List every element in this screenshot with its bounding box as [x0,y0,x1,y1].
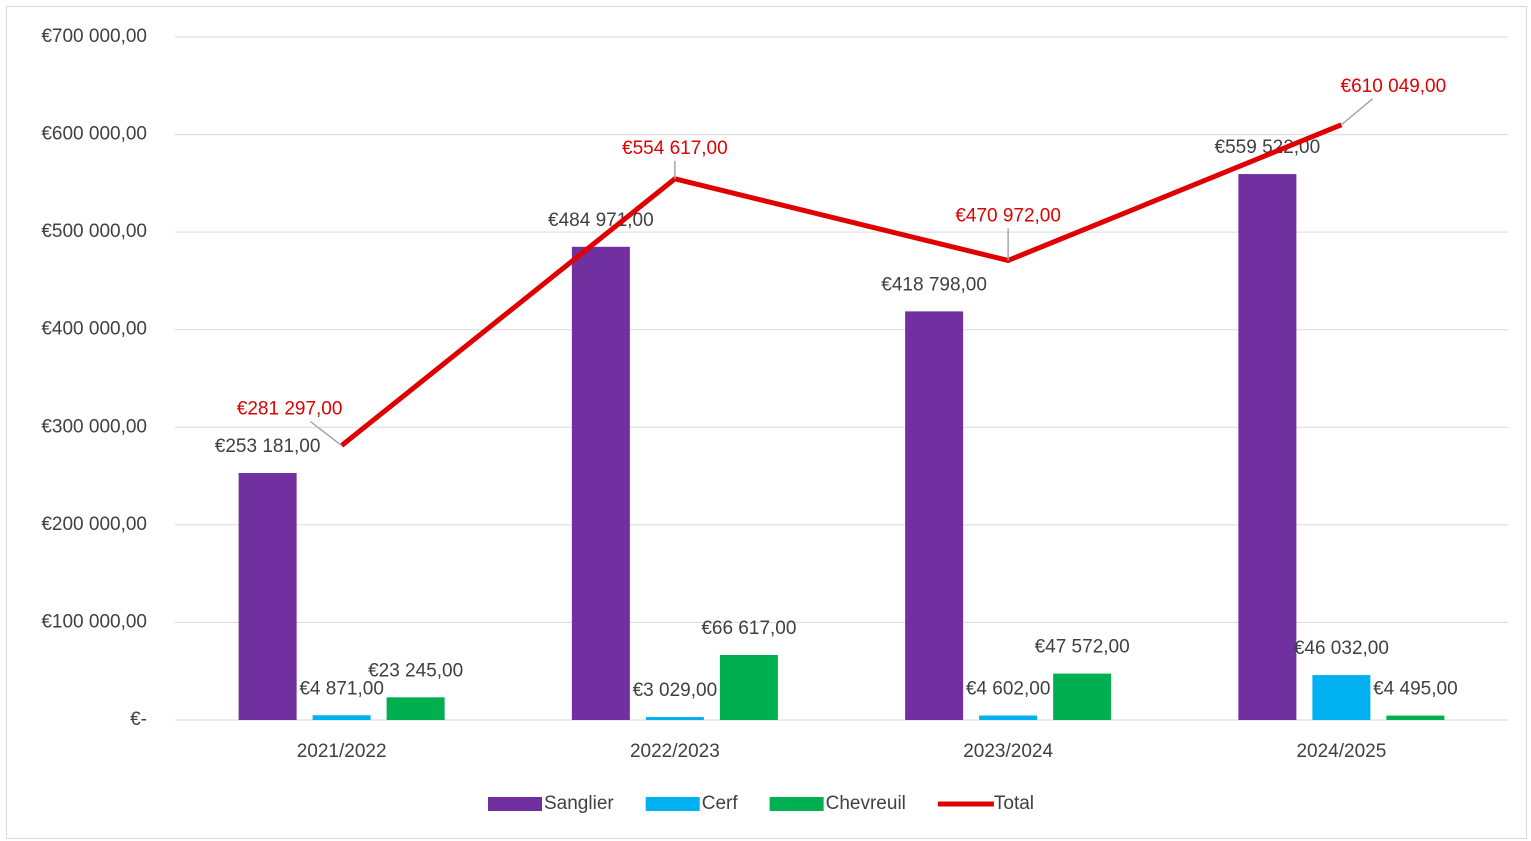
data-label: €23 245,00 [368,660,463,681]
leader-line [1340,98,1374,126]
data-label: €470 972,00 [955,205,1061,226]
y-tick-label: €500 000,00 [41,221,147,242]
data-label: €281 297,00 [237,399,343,420]
bar [719,655,778,720]
x-tick-label: 2024/2025 [1296,741,1386,762]
line [340,122,1343,448]
legend-label: Sanglier [544,793,614,814]
y-tick-label: €700 000,00 [41,26,147,47]
y-tick-label: €- [130,709,147,730]
data-label: €4 495,00 [1373,679,1458,700]
data-label: €554 617,00 [622,138,728,159]
data-label: €47 572,00 [1035,637,1130,658]
legend-swatch [769,797,824,811]
data-label: €253 181,00 [215,436,321,457]
x-tick-label: 2021/2022 [297,741,387,762]
data-label: €484 971,00 [548,210,654,231]
data-label: €4 602,00 [966,679,1051,700]
data-label: €418 798,00 [881,274,987,295]
data-label: €46 032,00 [1294,638,1389,659]
x-tick-label: 2022/2023 [630,741,720,762]
y-tick-label: €200 000,00 [41,514,147,535]
bar [905,311,964,720]
bar [1238,174,1297,720]
bar [1386,715,1445,720]
leader-line [309,420,343,447]
y-tick-label: €600 000,00 [41,124,147,145]
legend-swatch [645,797,700,811]
legend-label: Total [994,793,1034,814]
bar [1312,675,1371,720]
bar [312,715,371,720]
data-label: €66 617,00 [701,618,796,639]
data-label: €3 029,00 [633,680,718,701]
data-label: €610 049,00 [1341,76,1447,97]
data-label: €4 871,00 [299,678,384,699]
y-tick-label: €400 000,00 [41,319,147,340]
y-tick-label: €300 000,00 [41,416,147,437]
legend-swatch [488,797,542,811]
y-tick-label: €100 000,00 [41,611,147,632]
bar [238,472,297,720]
bar [571,246,630,720]
legend-label: Cerf [702,793,739,814]
bar [645,717,704,720]
x-tick-label: 2023/2024 [963,741,1053,762]
bar [979,715,1038,720]
legend-label: Chevreuil [826,793,906,814]
bar [386,697,445,720]
bar [1053,673,1112,720]
